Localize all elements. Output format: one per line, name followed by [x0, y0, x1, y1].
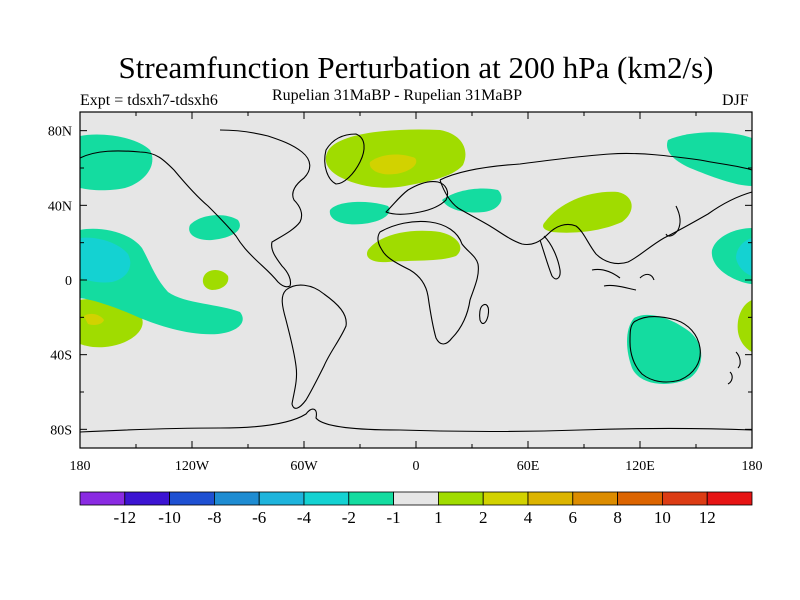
- colorbar-swatch: [662, 491, 708, 506]
- period-label: Rupelian 31MaBP - Rupelian 31MaBP: [272, 87, 523, 104]
- colorbar-swatch: [706, 491, 753, 506]
- colorbar-swatch: [393, 491, 439, 506]
- anomaly-east-edge-positive: [737, 300, 752, 352]
- colorbar-swatch: [258, 491, 305, 506]
- lat-tick-label: 40S: [50, 349, 72, 364]
- anomaly-australia-negative: [627, 314, 702, 384]
- coastline-madagascar: [479, 303, 490, 325]
- coastline-south-america: [281, 284, 347, 409]
- colorbar-label: 2: [479, 508, 488, 527]
- season-label: DJF: [722, 92, 749, 109]
- colorbar-label: 8: [613, 508, 622, 527]
- anomaly-arctic-asia-negative: [666, 132, 752, 186]
- axis-labels: 80N 40N 0 40S 80S 180 120W 60W 0 60E 120E 180: [48, 125, 763, 474]
- colorbar-swatch: [169, 491, 215, 506]
- anomaly-tropical-pacific-core: [80, 237, 131, 283]
- anomaly-asia-positive: [543, 191, 632, 233]
- colorbar-swatch: [79, 491, 126, 506]
- colorbar: -12 -10 -8 -6 -4 -2 -1 1 2 4 6 8 10 12: [79, 491, 753, 527]
- chart-title: Streamfunction Perturbation at 200 hPa (…: [118, 50, 714, 85]
- lon-tick-label: 60E: [517, 459, 540, 474]
- anomaly-europe-core: [369, 154, 417, 175]
- lon-tick-label: 60W: [290, 459, 318, 474]
- colorbar-swatch: [527, 491, 574, 506]
- coastline-africa: [377, 220, 479, 345]
- anomaly-west-pacific-negative: [711, 228, 752, 284]
- colorbar-label: -2: [342, 508, 356, 527]
- coastline-indonesia: [591, 268, 655, 291]
- anomaly-pacific-positive-small: [202, 270, 229, 290]
- colorbar-label: 10: [654, 508, 671, 527]
- colorbar-swatch: [213, 491, 260, 506]
- colorbar-swatch: [124, 491, 171, 506]
- anomaly-sahara-positive: [366, 230, 461, 263]
- coastline-australia: [629, 315, 701, 383]
- coastline-new-zealand: [727, 351, 741, 385]
- lat-tick-label: 40N: [48, 199, 72, 214]
- colorbar-swatch: [572, 491, 618, 506]
- coastline-europe: [385, 180, 449, 215]
- colorbar-label: -6: [252, 508, 266, 527]
- colorbar-label: -1: [387, 508, 401, 527]
- coastline-japan: [665, 205, 681, 237]
- colorbar-swatch: [482, 491, 529, 506]
- anomaly-fills: [80, 129, 752, 384]
- anomaly-south-pacific-core: [84, 313, 104, 325]
- lon-tick-label: 180: [70, 459, 91, 474]
- colorbar-label: -8: [207, 508, 221, 527]
- lat-tick-label: 80N: [48, 125, 72, 140]
- lon-tick-label: 120W: [175, 459, 210, 474]
- anomaly-west-pacific-core: [736, 238, 752, 276]
- lat-tick-label: 0: [65, 274, 72, 289]
- colorbar-label: -10: [158, 508, 181, 527]
- anomaly-north-pacific-negative: [189, 215, 240, 241]
- colorbar-label: 4: [524, 508, 533, 527]
- lon-tick-label: 180: [742, 459, 763, 474]
- lat-tick-label: 80S: [50, 423, 72, 438]
- colorbar-label: 12: [699, 508, 716, 527]
- anomaly-atlantic-negative: [329, 201, 390, 225]
- colorbar-swatch: [437, 491, 484, 506]
- colorbar-label: 1: [434, 508, 443, 527]
- colorbar-label: -12: [113, 508, 136, 527]
- lon-tick-label: 0: [413, 459, 420, 474]
- lon-tick-label: 120E: [625, 459, 655, 474]
- coastlines: [79, 129, 753, 433]
- colorbar-swatch: [348, 491, 394, 506]
- coastline-india: [539, 235, 561, 280]
- coastline-greenland: [324, 133, 365, 185]
- colorbar-label: -4: [297, 508, 312, 527]
- coastline-north-america: [79, 129, 311, 288]
- colorbar-swatch: [617, 491, 663, 506]
- axis-ticks: [79, 112, 753, 448]
- colorbar-swatch: [303, 491, 350, 506]
- coastline-antarctica: [79, 408, 753, 433]
- experiment-label: Expt = tdsxh7-tdsxh6: [80, 92, 218, 109]
- colorbar-label: 6: [569, 508, 578, 527]
- anomaly-arctic-america-negative: [80, 134, 153, 191]
